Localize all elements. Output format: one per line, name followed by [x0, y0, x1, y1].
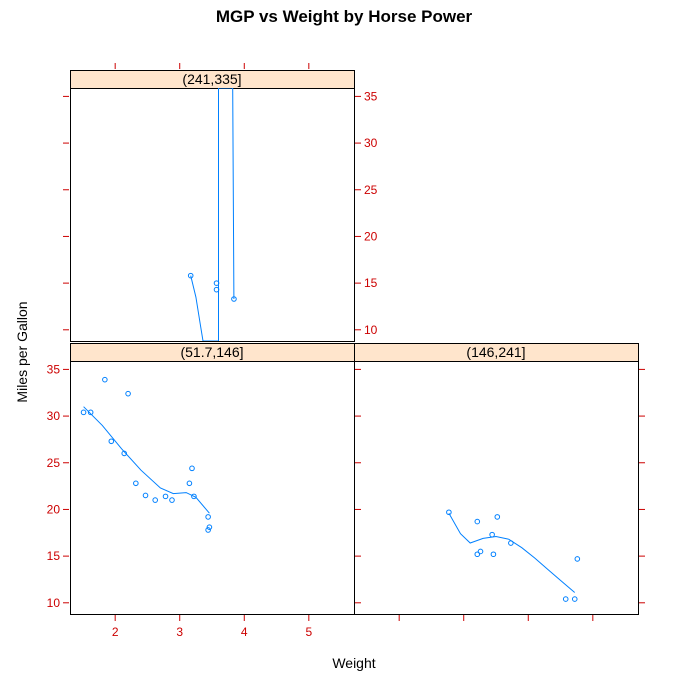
x-tick-label: 3 — [176, 625, 183, 639]
data-point — [102, 376, 108, 383]
y-tick-label-right: 20 — [364, 229, 378, 243]
panel-1: (51.7,146] 2 3 4 5 10 15 20 25 30 35 — [47, 343, 361, 639]
x-axis-label: Weight — [332, 655, 375, 671]
smooth-line — [83, 406, 210, 514]
data-point — [571, 596, 578, 602]
data-point — [205, 527, 211, 533]
data-point — [508, 540, 514, 546]
data-point — [169, 497, 175, 503]
x-tick-label: 2 — [112, 625, 119, 639]
data-point — [108, 438, 115, 445]
y-tick-label-right: 30 — [364, 136, 378, 150]
y-tick-label: 20 — [47, 502, 61, 516]
data-point — [490, 551, 497, 558]
data-point — [142, 492, 149, 499]
data-point — [494, 514, 501, 520]
data-point — [474, 518, 481, 525]
data-point — [205, 514, 211, 520]
data-point — [80, 409, 87, 416]
y-tick-label: 15 — [47, 549, 61, 563]
panel-frame — [70, 88, 355, 342]
chart-title: MGP vs Weight by Horse Power — [216, 7, 473, 26]
x-tick-label: 5 — [305, 625, 312, 639]
y-tick-label-right: 10 — [364, 323, 378, 337]
y-tick-label: 30 — [47, 409, 61, 423]
data-point — [213, 286, 220, 293]
data-point — [446, 509, 452, 516]
panel-2: (146,241] — [354, 343, 645, 621]
panel-frame — [70, 361, 355, 615]
panels-group: (51.7,146] 2 3 4 5 10 15 20 25 30 35 (146,241] (241,… — [47, 63, 645, 639]
data-point — [562, 596, 569, 602]
smooth-line — [190, 88, 235, 341]
panel-3: (241,335] 10 15 20 25 30 35 — [63, 63, 378, 342]
strip-label: (241,335] — [182, 71, 241, 87]
panel-frame — [354, 361, 639, 615]
y-tick-label: 35 — [47, 362, 61, 376]
data-point — [186, 480, 193, 487]
data-point — [206, 524, 213, 530]
data-point — [477, 548, 484, 555]
y-tick-label-right: 35 — [364, 89, 378, 103]
data-point — [162, 493, 169, 500]
data-point — [187, 272, 194, 279]
strip-label: (146,241] — [466, 344, 525, 360]
strip-label: (51.7,146] — [180, 344, 243, 360]
y-tick-label-right: 15 — [364, 276, 378, 290]
y-axis-label: Miles per Gallon — [14, 301, 30, 402]
data-point — [125, 390, 131, 397]
smooth-line — [448, 512, 576, 593]
y-tick-label: 10 — [47, 596, 61, 610]
data-point — [87, 409, 94, 416]
data-point — [191, 493, 197, 500]
y-tick-label: 25 — [47, 456, 61, 470]
data-point — [574, 556, 581, 562]
data-point — [121, 450, 128, 457]
data-point — [231, 296, 237, 302]
data-point — [213, 280, 220, 286]
x-tick-label: 4 — [241, 625, 248, 639]
data-point — [489, 531, 495, 538]
data-point — [189, 465, 195, 472]
y-tick-label-right: 25 — [364, 183, 378, 197]
data-point — [133, 480, 139, 487]
data-point — [152, 497, 158, 503]
data-point — [474, 551, 481, 558]
